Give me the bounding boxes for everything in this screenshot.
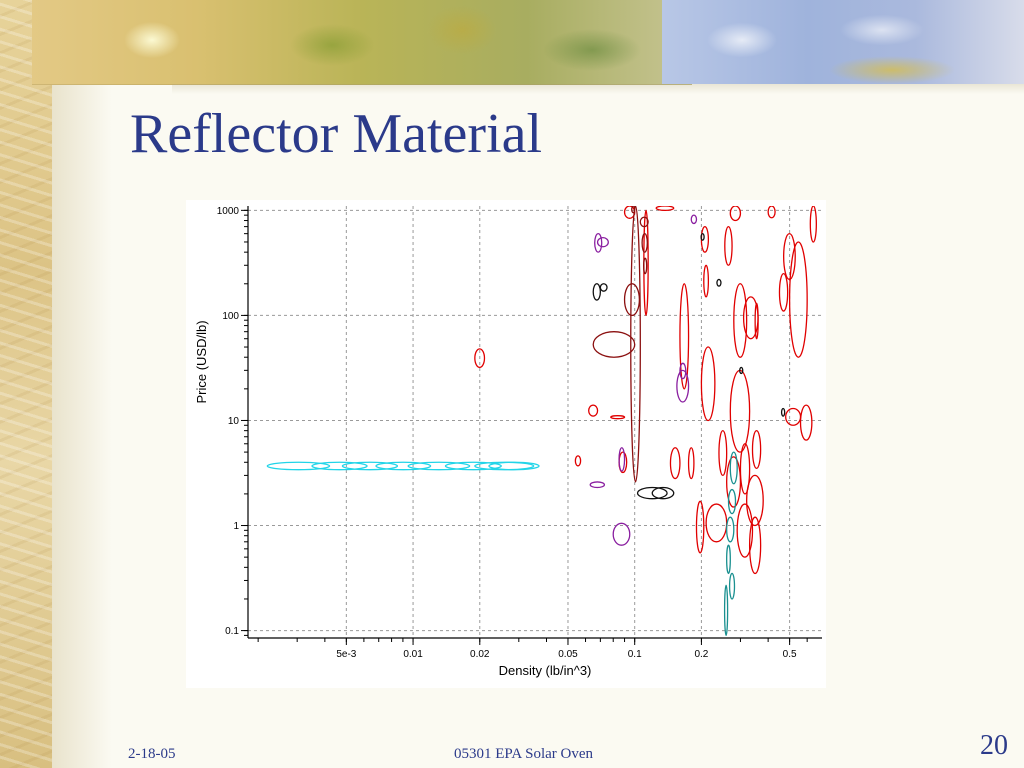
data-point-ellipse	[407, 461, 471, 471]
data-point-ellipse	[592, 283, 602, 301]
data-point-ellipse	[767, 206, 776, 219]
data-point-ellipse	[718, 429, 728, 477]
data-point-ellipse	[669, 447, 681, 480]
decorative-banner	[32, 0, 1024, 94]
data-point-ellipse	[783, 233, 796, 281]
data-point-ellipse	[676, 369, 690, 403]
data-point-ellipse	[679, 283, 690, 390]
data-point-ellipse	[695, 500, 705, 554]
y-tick-label: 1	[233, 521, 239, 532]
x-tick-label: 0.5	[783, 649, 797, 660]
data-marks	[266, 206, 817, 637]
data-point-ellipse	[631, 206, 636, 214]
data-point-ellipse	[474, 348, 486, 369]
data-point-ellipse	[679, 362, 687, 380]
data-point-ellipse	[588, 404, 599, 417]
data-point-ellipse	[724, 225, 733, 266]
data-point-ellipse	[574, 455, 582, 467]
slide-number: 20	[980, 730, 1008, 761]
data-point-ellipse	[729, 451, 738, 485]
data-point-ellipse	[799, 404, 813, 441]
x-tick-label: 0.05	[558, 649, 578, 660]
data-point-ellipse	[727, 488, 737, 515]
chart-container: 5e-3 0.01 0.02 0.05 0.1 0.2 0.5 0.1 1 10 100 1000 De…	[186, 200, 826, 688]
banner-leaf-image	[32, 0, 692, 85]
data-point-ellipse	[739, 443, 751, 495]
data-point-ellipse	[700, 346, 716, 422]
data-point-ellipse	[474, 461, 535, 471]
data-point-ellipse	[726, 456, 742, 508]
banner-sky-image	[662, 0, 1024, 84]
data-point-ellipse	[751, 429, 762, 470]
data-point-ellipse	[726, 516, 735, 543]
data-point-ellipse	[594, 233, 603, 253]
data-point-ellipse	[599, 283, 608, 292]
data-point-ellipse	[618, 447, 626, 472]
footer-title: 05301 EPA Solar Oven	[454, 746, 594, 762]
x-tick-label: 5e-3	[336, 649, 356, 660]
data-point-ellipse	[610, 415, 626, 420]
data-point-ellipse	[716, 278, 722, 287]
data-point-ellipse	[700, 225, 710, 253]
data-point-ellipse	[311, 461, 368, 471]
data-point-ellipse	[444, 461, 502, 471]
data-point-ellipse	[780, 407, 786, 417]
footer-date: 2-18-05	[128, 746, 176, 762]
data-point-ellipse	[488, 461, 540, 471]
data-point-ellipse	[703, 264, 710, 298]
data-point-ellipse	[690, 214, 698, 225]
data-point-ellipse	[687, 447, 695, 480]
data-point-ellipse	[651, 486, 675, 500]
data-point-ellipse	[266, 461, 331, 471]
y-axis-label: Price (USD/lb)	[194, 320, 209, 403]
data-point-ellipse	[778, 272, 789, 312]
data-point-ellipse	[612, 522, 631, 546]
data-point-ellipse	[700, 233, 705, 241]
density-price-chart: 5e-3 0.01 0.02 0.05 0.1 0.2 0.5 0.1 1 10 100 1000 De…	[194, 206, 822, 678]
x-tick-label: 0.02	[470, 649, 490, 660]
data-point-ellipse	[726, 544, 731, 575]
left-parchment-strip	[0, 0, 52, 768]
data-point-ellipse	[643, 257, 648, 275]
data-point-ellipse	[748, 516, 762, 575]
data-point-ellipse	[623, 283, 641, 317]
slide-title: Reflector Material	[130, 103, 543, 165]
data-point-ellipse	[788, 241, 808, 358]
data-point-ellipse	[341, 461, 399, 471]
data-point-ellipse	[630, 206, 641, 483]
data-point-ellipse	[736, 503, 754, 558]
data-point-ellipse	[639, 216, 649, 228]
x-tick-label: 0.01	[403, 649, 423, 660]
y-tick-label: 10	[228, 416, 240, 427]
data-point-ellipse	[641, 233, 648, 253]
x-tick-label: 0.2	[694, 649, 708, 660]
data-point-ellipse	[723, 584, 729, 637]
x-axis-label: Density (lb/in^3)	[499, 663, 592, 678]
data-point-ellipse	[636, 486, 668, 500]
x-tick-label: 0.1	[628, 649, 642, 660]
data-point-ellipse	[733, 283, 748, 358]
data-point-ellipse	[739, 366, 744, 375]
data-point-ellipse	[754, 302, 759, 340]
data-point-ellipse	[596, 236, 609, 248]
data-point-ellipse	[729, 369, 751, 453]
left-strip-fade	[52, 0, 112, 768]
data-point-ellipse	[375, 461, 432, 471]
data-point-ellipse	[809, 206, 817, 243]
y-tick-label: 1000	[217, 206, 240, 217]
y-tick-label: 100	[222, 311, 239, 322]
data-point-ellipse	[785, 407, 802, 426]
data-point-ellipse	[746, 474, 764, 527]
data-point-ellipse	[729, 206, 742, 222]
data-point-ellipse	[589, 481, 606, 489]
data-point-ellipse	[705, 503, 728, 543]
banner-shadow	[172, 84, 1024, 94]
data-point-ellipse	[592, 331, 636, 358]
data-point-ellipse	[655, 206, 675, 211]
data-point-ellipse	[728, 572, 736, 600]
y-tick-label: 0.1	[225, 626, 239, 637]
